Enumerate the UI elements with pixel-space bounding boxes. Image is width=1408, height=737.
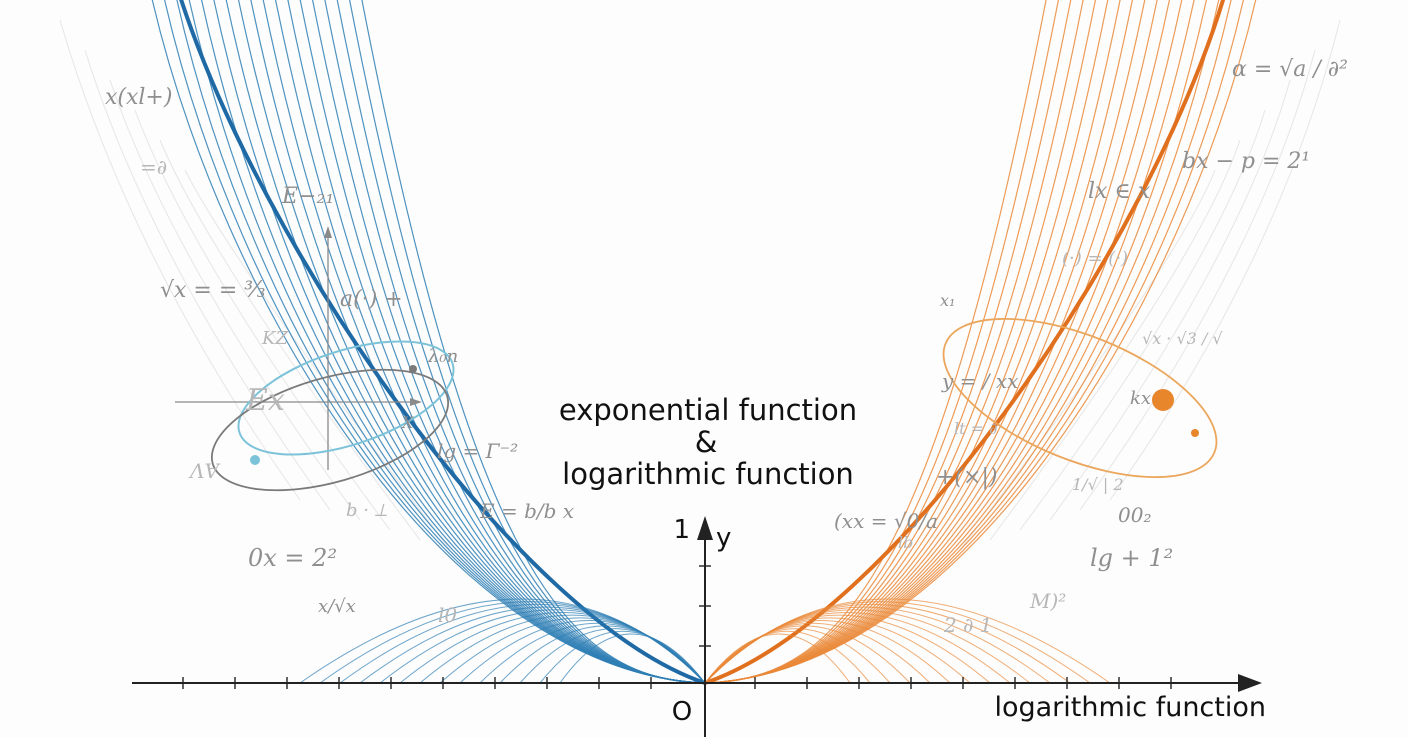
logarithmic-curve-family (704, 0, 1257, 685)
formula-right-12: (xx = √0/a (834, 509, 938, 533)
formula-right-11: 1/√ | 2 (1072, 475, 1124, 494)
background-curve (989, 139, 1241, 541)
y-axis-arrow (697, 516, 713, 540)
formula-left-6: KZ (261, 328, 288, 349)
formula-left-13: E = b/b x (479, 499, 574, 523)
formula-right-7: y = / xx (941, 369, 1018, 393)
exponential-curve (151, 0, 706, 684)
exponential-curve-main (179, 0, 706, 685)
logarithmic-curve (704, 0, 1047, 684)
formula-left-14: 0x = 2² (248, 544, 337, 572)
formula-right-14: 00₂ (1118, 503, 1151, 527)
y-axis-tick-label: 1 (673, 515, 690, 545)
logarithmic-curve-main (704, 0, 1225, 685)
origin-label: O (672, 697, 692, 727)
formula-right-17: 2 ∂ 1 (943, 613, 993, 637)
background-curve (159, 139, 421, 541)
logarithmic-curve (704, 0, 1170, 684)
x-axis-ticks (182, 677, 1172, 689)
formula-right-10: +(×|) (936, 465, 997, 490)
logarithmic-hump-curve (704, 633, 851, 684)
left-orbit-point (409, 365, 417, 373)
right-ellipse (942, 318, 1218, 478)
formula-left-11: ɅⱯ (188, 459, 221, 483)
formula-right-8: kx (1130, 388, 1151, 409)
logarithmic-curve (704, 0, 1096, 684)
exponential-curve (176, 0, 706, 684)
formula-right-5: x₁ (940, 291, 955, 310)
right-orbit-diagram (942, 318, 1218, 478)
title-line-3: logarithmic function (562, 457, 854, 491)
formula-right-13: lb (898, 533, 913, 552)
main-axes (132, 516, 1262, 737)
title-line-1: exponential function (559, 393, 857, 427)
background-curve (1019, 109, 1266, 531)
exponential-curve (299, 0, 706, 684)
left-orbit-diagram (175, 226, 455, 492)
exponential-hump-curve (559, 633, 706, 684)
left-outer-ellipse (237, 340, 455, 456)
formula-right-2: bx − p = 2¹ (1182, 149, 1310, 174)
background-curve (59, 19, 301, 501)
left-orbit-point-2 (250, 455, 260, 465)
background-curve (84, 49, 331, 511)
formula-right-16: M)² (1029, 589, 1066, 613)
diagram-title: exponential function & logarithmic funct… (559, 393, 857, 491)
formula-right-9: lt = ∂ (954, 419, 997, 438)
y-axis-ticks (699, 565, 711, 647)
background-curve (109, 79, 361, 521)
background-curve (1049, 79, 1291, 521)
formula-left-10: lg = Γ⁻² (437, 439, 518, 463)
background-curve (1109, 19, 1341, 501)
exponential-curve (250, 0, 706, 684)
formula-right-6: √x · √3 / √ (1142, 329, 1223, 348)
formula-left-16: l0 (438, 603, 457, 627)
right-orbit-moon (1191, 429, 1199, 437)
formula-right-4: (·) = (·) (1062, 248, 1128, 269)
background-curves (59, 19, 1341, 551)
background-curve (1079, 49, 1316, 511)
y-axis-label: y (716, 523, 731, 553)
formula-left-7: λ₀n (427, 346, 458, 367)
exponential-curve (238, 0, 706, 684)
formula-right-15: lg + 1² (1090, 544, 1173, 572)
formula-right-3: lx ∈ x (1088, 179, 1151, 204)
background-curve (959, 169, 1216, 551)
background-curve (184, 169, 451, 551)
right-orbit-planet (1152, 389, 1174, 411)
formula-left-12: b · ⟂ (346, 500, 388, 521)
formula-left-5: a(·) + (340, 287, 403, 312)
left-mini-x-arrow (410, 398, 422, 406)
x-axis-arrow (1238, 674, 1262, 692)
formula-left-2: =∂ (140, 155, 167, 179)
formula-left-1: x(xl+) (105, 85, 172, 110)
formula-annotations: x(xl+) =∂ E−₂₁ √x = = ³⁄₃ a(·) + KZ λ₀n … (105, 57, 1348, 637)
background-curve (134, 109, 391, 531)
title-line-2: & (695, 425, 718, 459)
exponential-curve-family (151, 0, 706, 685)
exponential-curve (164, 0, 706, 684)
formula-left-15: x/√x (318, 596, 356, 617)
exponential-curve (287, 0, 706, 684)
left-inner-ellipse (210, 368, 450, 492)
formula-left-9: X (400, 413, 414, 432)
formula-left-8: Ex (245, 383, 285, 418)
formula-left-3: E−₂₁ (281, 184, 334, 209)
x-axis-label: logarithmic function (994, 692, 1266, 723)
left-mini-y-arrow (324, 226, 332, 238)
formula-left-4: √x = = ³⁄₃ (160, 278, 266, 303)
formula-right-1: α = √a / ∂² (1232, 57, 1348, 82)
logarithmic-curve (704, 0, 1195, 684)
logarithmic-curve (704, 0, 1084, 684)
